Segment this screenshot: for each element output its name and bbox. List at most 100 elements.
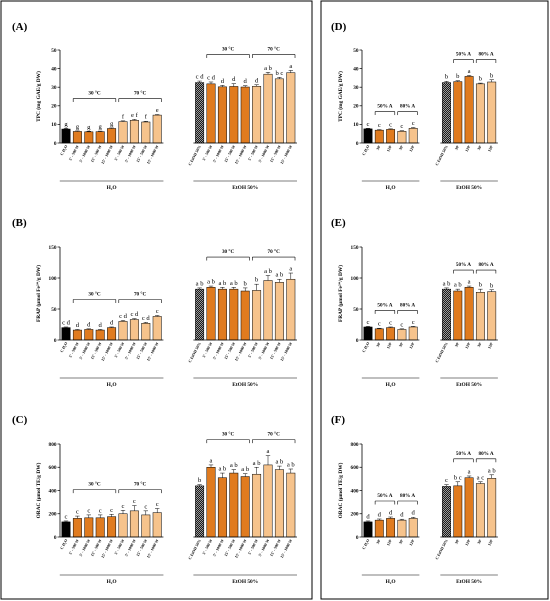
significance-letter: a c [477, 474, 485, 481]
bracket-label: 70 °C [268, 248, 281, 255]
bar [397, 329, 407, 341]
x-tick-label: 30' [398, 539, 404, 545]
y-tick-label: 50 [353, 48, 359, 54]
bar [363, 128, 373, 144]
bar [286, 472, 296, 538]
bar [286, 278, 296, 341]
bar [252, 473, 262, 538]
x-tick-label: 120' [386, 342, 393, 350]
bar [397, 519, 407, 538]
x-tick-label: 15' - 1000 W [234, 342, 247, 362]
bar [475, 83, 485, 144]
significance-letter: c [412, 120, 415, 127]
bar [72, 518, 82, 538]
significance-letter: c [133, 498, 136, 505]
significance-letter: c d [119, 313, 128, 320]
bar [195, 288, 205, 341]
bar [229, 472, 239, 538]
bar [84, 329, 94, 341]
x-tick-label: 15' - 1000 W [234, 539, 247, 559]
x-tick-label: 5' - 500 W [114, 342, 126, 359]
bar [252, 86, 262, 144]
chart-1: (A) 0 10 20 30 40 50 TPC (mg GAE/g DW) g C H₂O g 5'… [12, 21, 298, 191]
significance-letter: e f [131, 112, 139, 119]
x-tick-label: 5' - 1000 W [212, 341, 224, 360]
x-tick-label: 120' [465, 342, 472, 350]
x-tick-label: 15' - 1000 W [234, 145, 247, 165]
y-tick-label: 150 [49, 245, 57, 251]
bracket-label: 30 °C [222, 248, 235, 255]
x-tick-label: 120' [409, 145, 416, 153]
significance-letter: c [389, 319, 392, 326]
x-tick-label: 15' - 500 W [90, 538, 102, 557]
significance-letter: b [479, 76, 483, 83]
bracket-label: 30 °C [222, 45, 235, 52]
x-tick-label: 5' - 500 W [248, 342, 260, 359]
x-tick-label: 15' - 500 W [224, 538, 236, 557]
x-tick-label: 120' [409, 342, 416, 350]
significance-letter: a [267, 448, 270, 455]
bar [487, 81, 497, 144]
bar [397, 131, 407, 144]
x-tick-label: 5' - 500 W [68, 539, 80, 556]
significance-letter: c [412, 319, 415, 326]
y-tick-label: 50 [353, 307, 359, 313]
x-tick-label: 15' - 1000 W [101, 342, 114, 362]
bar [95, 329, 105, 341]
x-tick-label: 15' - 1000 W [146, 539, 159, 559]
bar [107, 516, 117, 538]
y-tick-label: 400 [351, 488, 359, 494]
y-tick-label: 800 [351, 442, 359, 448]
significance-letter: a b [230, 462, 239, 469]
bar [195, 82, 205, 144]
x-tick-label: 15' - 500 W [136, 144, 148, 163]
significance-letter: c d [207, 74, 216, 81]
significance-letter: b c [454, 474, 462, 481]
x-tick-label: 30' [477, 145, 483, 151]
x-tick-label: C EtOH 50% [188, 538, 202, 560]
bar [152, 114, 162, 144]
y-tick-label: 30 [51, 85, 57, 91]
significance-letter: c [87, 507, 90, 514]
y-tick-label: 400 [49, 488, 57, 494]
significance-letter: d [378, 511, 382, 518]
bar [195, 485, 205, 538]
y-tick-label: 40 [353, 66, 359, 72]
x-tick-label: 15' - 500 W [269, 341, 281, 360]
significance-letter: c [367, 319, 370, 326]
y-tick-label: 0 [356, 141, 359, 147]
significance-letter: c [122, 503, 125, 510]
bar [129, 319, 139, 341]
significance-letter: g [76, 123, 80, 130]
significance-letter: a b [230, 280, 239, 287]
bar [141, 323, 151, 341]
significance-letter: b [490, 72, 494, 79]
left-panel-border [0, 0, 313, 600]
x-tick-label: 120' [487, 539, 494, 547]
significance-letter: e [156, 107, 159, 114]
x-tick-label: C EtOH 50% [435, 144, 449, 166]
y-tick-label: 200 [351, 512, 359, 518]
bar [61, 521, 71, 538]
bracket-label: 70 °C [268, 45, 281, 52]
significance-letter: c [389, 121, 392, 128]
x-tick-label: C H₂O [362, 145, 371, 157]
bar [475, 483, 485, 538]
x-tick-label: 30' [376, 342, 382, 348]
x-tick-label: C H₂O [362, 539, 371, 551]
y-tick-label: 20 [353, 104, 359, 110]
group-label: H₂O [107, 185, 117, 191]
significance-letter: a b [253, 460, 262, 467]
bar [274, 469, 284, 538]
significance-letter: a b [207, 279, 216, 286]
bar [442, 82, 451, 144]
x-tick-label: 5' - 500 W [202, 145, 214, 162]
x-tick-label: 5' - 1000 W [79, 538, 91, 557]
y-axis-label: FRAP (μmol Fe²⁺/g DW) [337, 265, 344, 322]
bar [363, 326, 373, 341]
y-tick-label: 30 [353, 85, 359, 91]
bar [206, 83, 216, 144]
significance-letter: c [367, 121, 370, 128]
bracket-label: 80% A [400, 104, 415, 110]
significance-letter: d [87, 321, 91, 328]
